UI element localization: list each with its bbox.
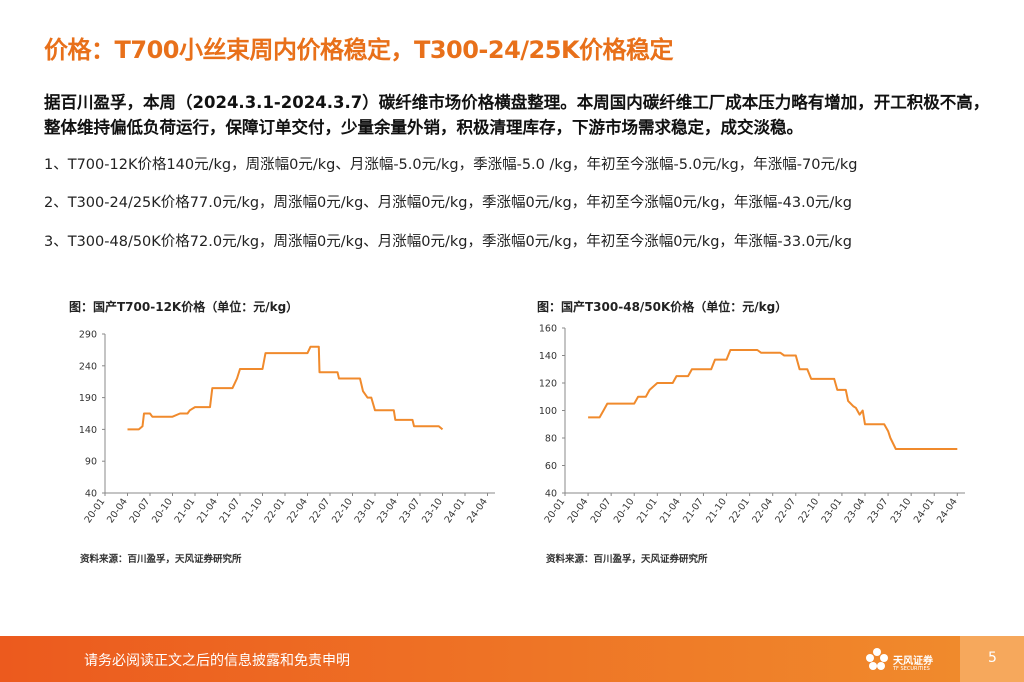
chart-1-source: 资料来源：百川盈孚，天风证券研究所 — [80, 554, 242, 565]
chart-2-source: 资料来源：百川盈孚，天风证券研究所 — [546, 554, 708, 565]
y-tick-label: 190 — [79, 393, 97, 404]
disclaimer-text: 请务必阅读正文之后的信息披露和免责申明 — [84, 653, 350, 669]
summary-paragraph: 据百川盈孚，本周（2024.3.1-2024.3.7）碳纤维市场价格横盘整理。本… — [44, 93, 990, 137]
page-number: 5 — [988, 650, 997, 666]
x-tick-label: 21-07 — [681, 496, 706, 525]
x-tick-label: 20-07 — [589, 496, 614, 525]
x-tick-label: 22-01 — [727, 496, 752, 525]
chart-2-title: 图：国产T300-48/50K价格（单位：元/kg） — [537, 300, 788, 314]
tf-logo-icon — [866, 648, 888, 670]
y-tick-label: 40 — [85, 489, 97, 500]
x-tick-label: 21-04 — [658, 496, 683, 525]
page-title: 价格：T700小丝束周内价格稳定，T300-24/25K价格稳定 — [44, 36, 674, 64]
y-tick-label: 60 — [545, 461, 557, 472]
x-tick-label: 22-04 — [750, 496, 775, 525]
x-tick-label: 24-01 — [912, 496, 937, 525]
price-series-line — [588, 349, 958, 450]
x-tick-label: 24-04 — [935, 496, 960, 525]
logo-subtitle: TF SECURITIES — [893, 666, 930, 672]
x-tick-label: 23-10 — [889, 496, 914, 525]
y-tick-label: 100 — [539, 406, 557, 417]
x-tick-label: 23-07 — [866, 496, 891, 525]
y-tick-label: 140 — [79, 425, 97, 436]
y-tick-label: 290 — [79, 330, 97, 341]
x-tick-label: 21-10 — [704, 496, 729, 525]
price-series-line — [127, 345, 444, 431]
page-number-box — [960, 636, 1024, 682]
chart-1-title: 图：国产T700-12K价格（单位：元/kg） — [69, 300, 299, 314]
y-tick-label: 240 — [79, 361, 97, 372]
y-tick-label: 160 — [539, 324, 557, 335]
price-item-t700: 1、T700-12K价格140元/kg，周涨幅0元/kg、月涨幅-5.0元/kg… — [44, 157, 858, 173]
y-tick-label: 140 — [539, 351, 557, 362]
x-tick-label: 22-07 — [773, 496, 798, 525]
y-tick-label: 120 — [539, 379, 557, 390]
footer-bar: 请务必阅读正文之后的信息披露和免责申明 — [0, 636, 960, 682]
y-tick-label: 80 — [545, 434, 557, 445]
price-item-t300-24k: 2、T300-24/25K价格77.0元/kg，周涨幅0元/kg、月涨幅0元/k… — [44, 195, 852, 211]
x-tick-label: 21-01 — [635, 496, 660, 525]
x-tick-label: 23-04 — [843, 496, 868, 525]
x-tick-label: 20-01 — [543, 496, 568, 525]
y-tick-label: 90 — [85, 457, 97, 468]
logo-name: 天风证券 — [893, 656, 933, 667]
x-tick-label: 23-01 — [820, 496, 845, 525]
y-tick-label: 40 — [545, 489, 557, 500]
price-item-t300-48k: 3、T300-48/50K价格72.0元/kg，周涨幅0元/kg、月涨幅0元/k… — [44, 234, 852, 250]
x-tick-label: 20-04 — [566, 496, 591, 525]
x-tick-label: 20-10 — [612, 496, 637, 525]
x-tick-label: 22-10 — [796, 496, 821, 525]
